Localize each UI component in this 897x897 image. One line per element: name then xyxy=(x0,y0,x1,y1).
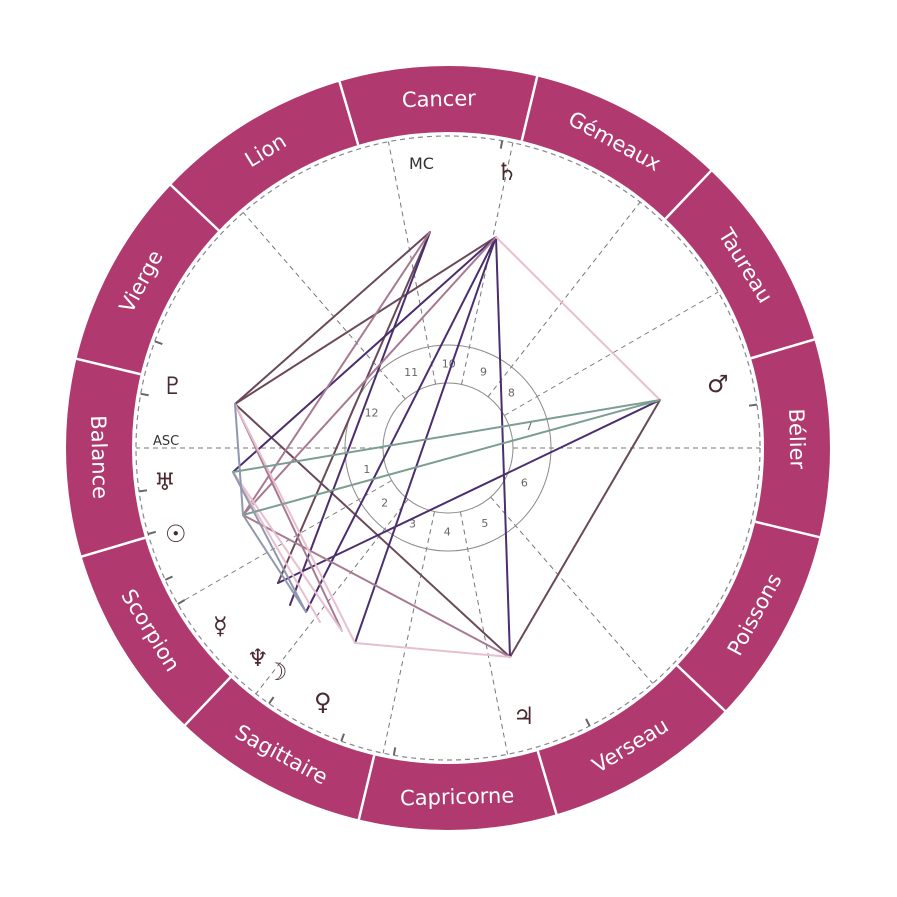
planet-tick-3 xyxy=(585,718,591,727)
venus-icon: ♀ xyxy=(314,688,332,716)
saturn-icon: ♄ xyxy=(496,158,518,186)
aspect-lines xyxy=(232,231,661,658)
planet-tick-7 xyxy=(177,599,186,605)
sign-divider-8 xyxy=(357,754,376,821)
house-number-8: 8 xyxy=(508,386,515,399)
aspect-line-8 xyxy=(305,236,497,613)
aspect-line-12 xyxy=(242,236,497,516)
house-number-5: 5 xyxy=(481,517,488,530)
house-number-1: 1 xyxy=(363,463,370,476)
aspect-line-16 xyxy=(495,236,661,401)
sign-divider-3 xyxy=(664,169,713,220)
sign-divider-4 xyxy=(750,338,816,360)
jupiter-icon: ♃ xyxy=(513,702,535,730)
house-number-12: 12 xyxy=(365,407,379,420)
aspect-line-25 xyxy=(232,471,307,613)
planet-tick-12 xyxy=(147,530,157,535)
house-number-3: 3 xyxy=(409,518,416,531)
uranus-icon: ♅ xyxy=(154,468,176,496)
aspect-line-15 xyxy=(242,514,511,658)
aspect-line-20 xyxy=(232,471,343,632)
aspect-line-7 xyxy=(232,236,497,473)
aspect-line-24 xyxy=(242,514,307,613)
zodiac-ring xyxy=(66,66,830,830)
house-number-6: 6 xyxy=(521,476,528,489)
house-number-ring-outer xyxy=(344,344,552,552)
cusp-line-9 xyxy=(487,201,641,398)
sign-label-capricorne: Capricorne xyxy=(400,783,515,810)
sun-icon: ☉ xyxy=(165,520,187,548)
planet-tick-8 xyxy=(164,575,173,581)
aspect-line-22 xyxy=(242,399,661,516)
house-number-9: 9 xyxy=(480,365,487,378)
sign-label-balance: Balance xyxy=(86,415,112,499)
house-cusp-lines xyxy=(136,141,760,755)
aspect-line-18 xyxy=(232,471,321,623)
house-number-4: 4 xyxy=(444,525,451,538)
aspect-line-11 xyxy=(277,399,661,584)
aspect-line-17 xyxy=(234,403,356,644)
sign-divider-6 xyxy=(676,664,727,713)
aspect-line-21 xyxy=(232,399,661,473)
aspect-line-1 xyxy=(234,231,431,405)
midheaven-label: MC xyxy=(409,154,434,173)
aspect-line-4 xyxy=(234,403,511,658)
house-number-7: 7 xyxy=(526,420,533,433)
sign-divider-1 xyxy=(338,80,360,146)
planet-tick-10 xyxy=(140,392,149,397)
aspect-line-23 xyxy=(234,403,244,516)
sign-divider-12 xyxy=(169,183,220,232)
pluto-icon: ♇ xyxy=(162,372,184,400)
sign-divider-2 xyxy=(520,75,539,142)
planet-tick-5 xyxy=(340,733,345,742)
sign-divider-11 xyxy=(75,357,142,376)
planet-tick-marks xyxy=(138,140,758,756)
sign-divider-10 xyxy=(80,536,146,558)
cusp-line-6 xyxy=(490,496,654,684)
planet-tick-2 xyxy=(748,403,758,407)
aspect-line-13 xyxy=(242,231,431,516)
aspect-line-2 xyxy=(277,231,431,584)
planet-tick-4 xyxy=(392,747,397,756)
aspect-line-19 xyxy=(354,642,511,658)
aspect-line-9 xyxy=(495,236,511,658)
aspect-line-3 xyxy=(234,236,497,405)
house-number-ring-inner xyxy=(382,382,514,514)
neptune-icon: ♆ xyxy=(247,644,269,672)
cusp-line-2 xyxy=(177,480,392,605)
sign-divider-5 xyxy=(754,520,821,539)
sign-label-belier: Bélier xyxy=(784,408,810,470)
planet-tick-9 xyxy=(154,340,163,345)
planet-tick-1 xyxy=(499,140,504,149)
aspect-line-14 xyxy=(234,403,343,632)
ascendant-label: ASC xyxy=(153,434,179,449)
cusp-line-8 xyxy=(504,291,719,416)
moon-icon: ☽ xyxy=(266,658,288,686)
house-number-11: 11 xyxy=(404,366,418,379)
planet-tick-6 xyxy=(268,696,275,705)
planet-tick-11 xyxy=(138,489,148,493)
house-numbers: 1 2 3 4 5 6 7 8 9 10 11 12 xyxy=(363,358,532,539)
sign-label-cancer: Cancer xyxy=(402,86,477,112)
planet-glyphs: ♄ ♂ ♃ ♀ ☽ ♆ ☿ ☉ ♅ ♇ xyxy=(154,158,729,730)
aspect-line-5 xyxy=(509,399,661,658)
mercury-icon: ☿ xyxy=(213,612,228,640)
sign-divider-7 xyxy=(536,750,558,816)
house-number-2: 2 xyxy=(381,497,388,510)
sign-dividers xyxy=(75,75,821,821)
sign-divider-9 xyxy=(183,676,232,727)
mars-icon: ♂ xyxy=(707,370,729,398)
aspect-line-6 xyxy=(289,231,431,606)
